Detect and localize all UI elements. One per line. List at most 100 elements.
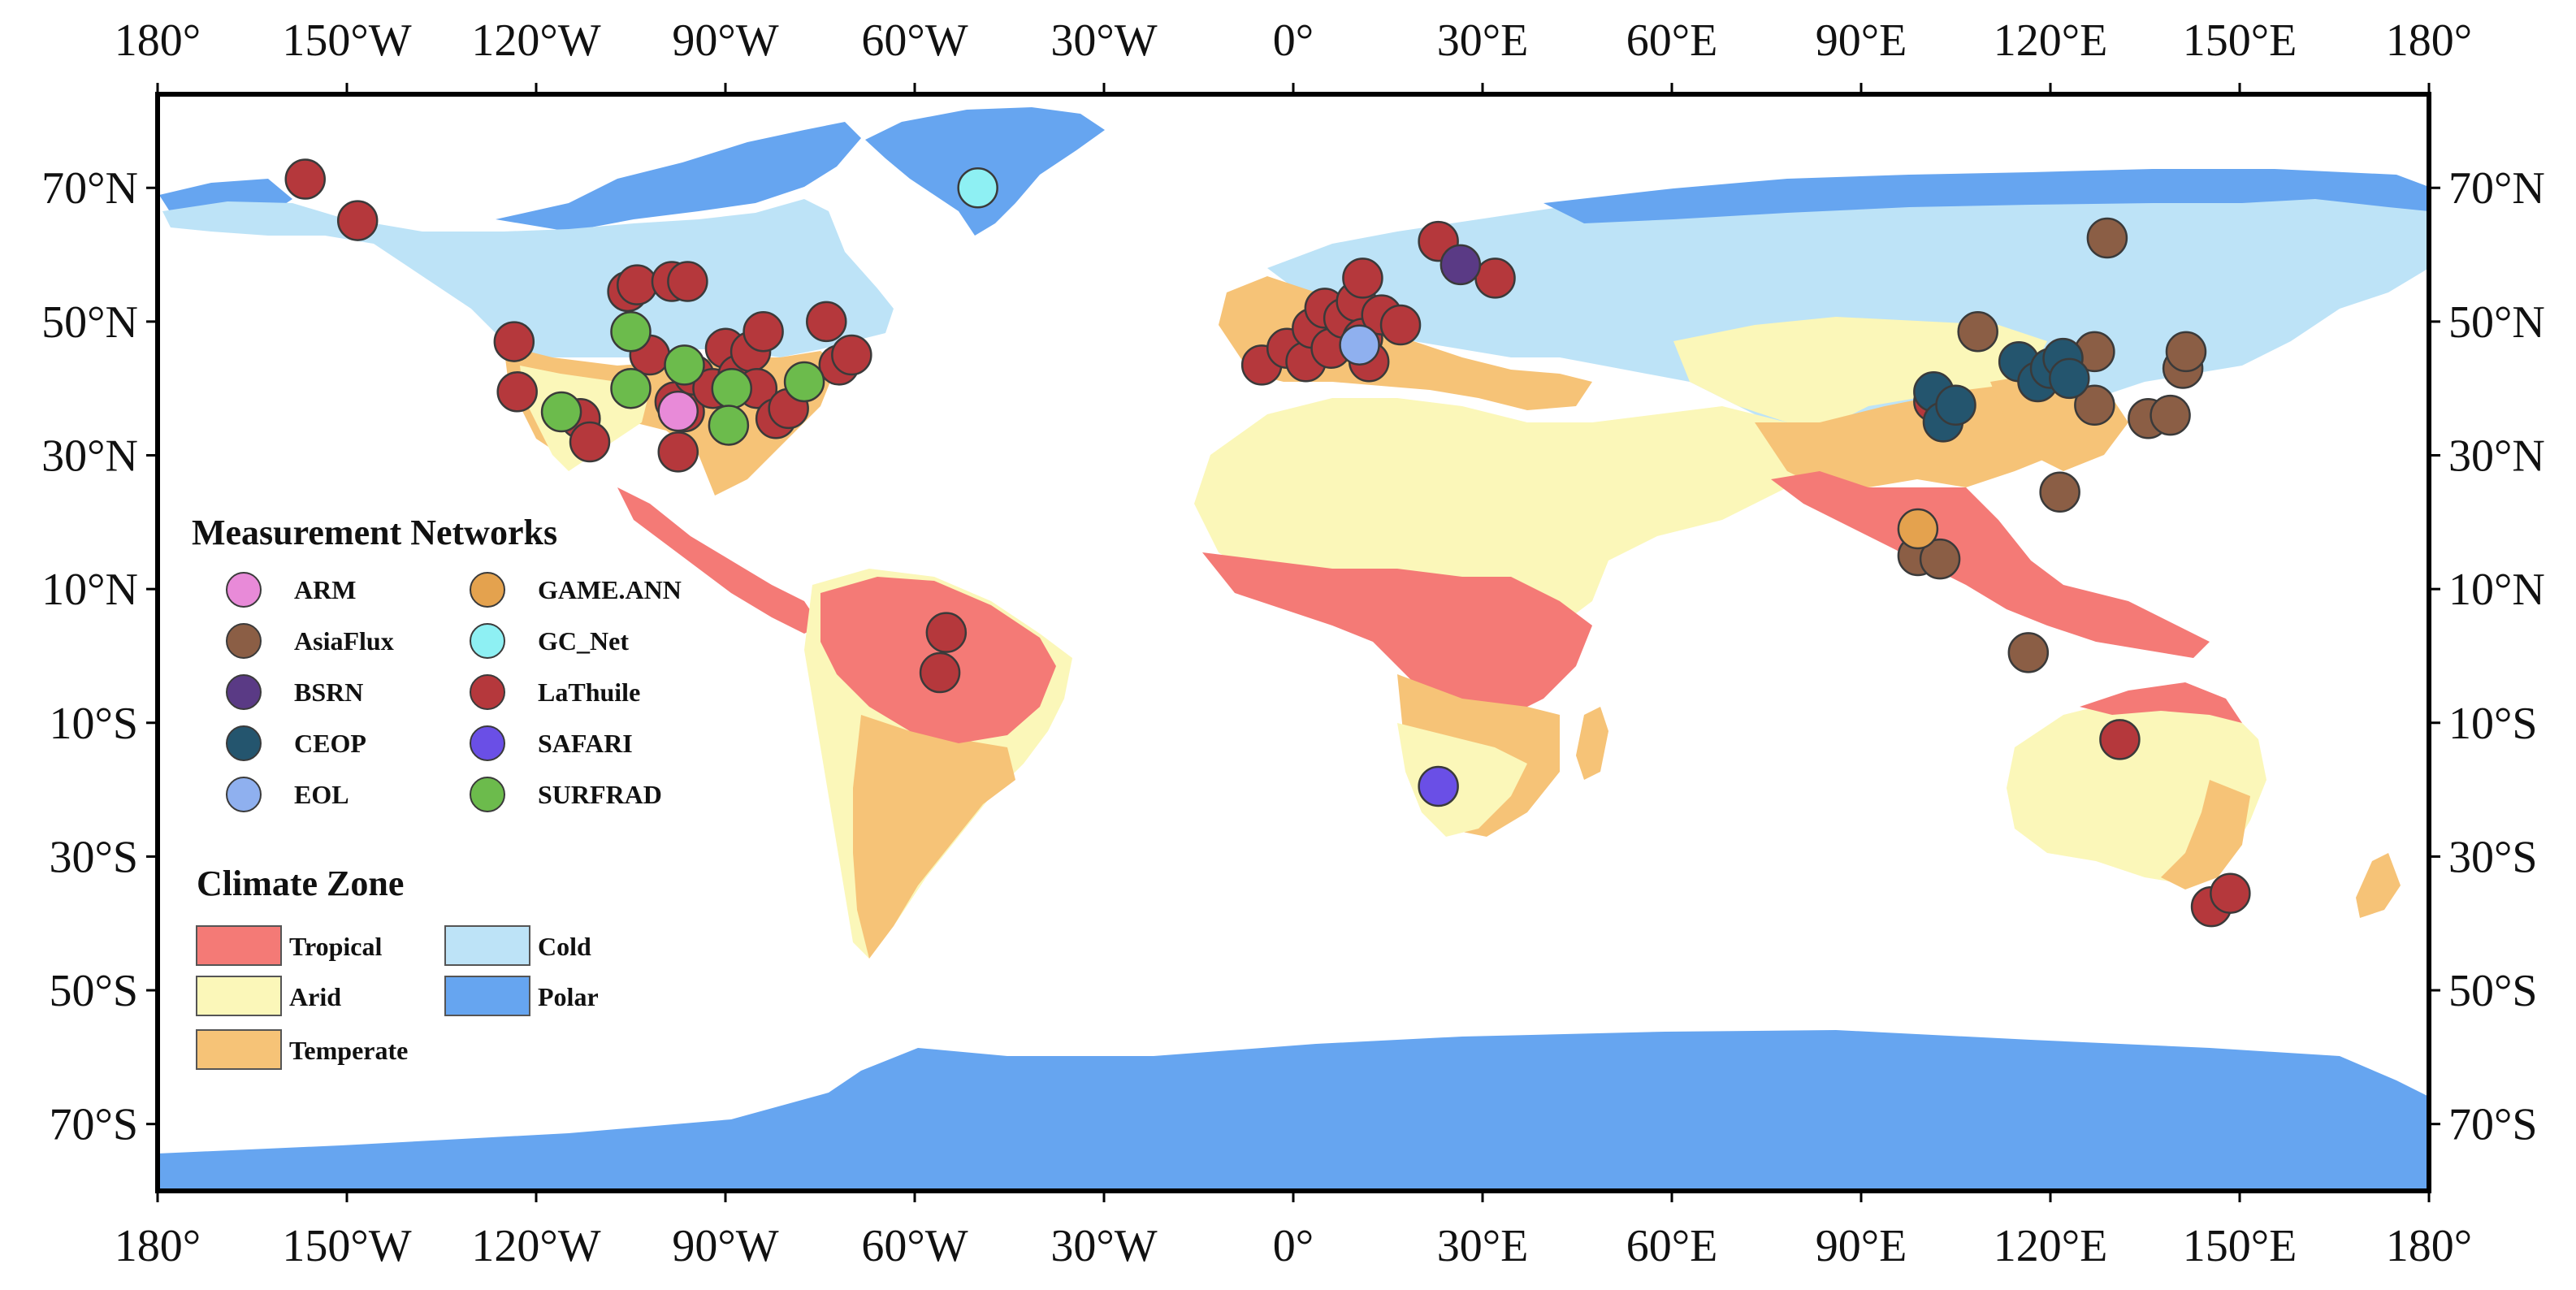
y-tick-label-right: 30°S (2448, 832, 2538, 882)
legend-network-swatch (226, 674, 262, 710)
legend-climate-swatch (196, 976, 282, 1016)
site-marker-asiaflux (2074, 384, 2115, 426)
africa-tropical (1202, 552, 1592, 715)
site-marker-lathuile (617, 264, 658, 305)
australia-tropical (2080, 682, 2242, 723)
legend-network-label: LaThuile (538, 677, 640, 707)
south-america-temperate (853, 715, 1015, 959)
south-africa-arid (1397, 723, 1527, 837)
legend-climate-title: Climate Zone (197, 864, 404, 903)
legend-network-label: EOL (294, 780, 349, 809)
site-marker-asiaflux (2165, 331, 2207, 373)
x-tick-label-bottom: 90°W (672, 1221, 778, 1271)
x-tick-label-bottom: 180° (2386, 1221, 2472, 1271)
legend-climate-label: Polar (538, 982, 599, 1011)
legend-climate-items: Tropical Arid Temperate Cold Polar (196, 925, 599, 1070)
x-tick-label-top: 150°W (282, 15, 411, 66)
y-tick-label-left: 10°N (41, 565, 138, 615)
x-tick-label-bottom: 60°E (1626, 1221, 1718, 1271)
site-marker-bsrn (1440, 244, 1482, 286)
site-marker-surfrad (610, 310, 652, 353)
legend-network-label: GAME.ANN (538, 575, 682, 604)
site-marker-asiaflux (1957, 310, 1998, 353)
legend-climate-swatch (196, 925, 282, 966)
eurasia-polar-north (1543, 169, 2429, 223)
legend-network-label: GC_Net (538, 626, 629, 656)
legend-network-swatch (470, 674, 505, 710)
legend-network-label: SURFRAD (538, 780, 662, 809)
legend-network-swatch (470, 572, 505, 608)
x-tick-label-top: 180° (2386, 15, 2472, 66)
legend-climate-label: Cold (538, 932, 591, 961)
eurasia-cold (1267, 175, 2429, 455)
x-tick-label-top: 90°W (672, 15, 778, 66)
site-marker-ceop (1935, 384, 1976, 426)
site-markers (284, 158, 2251, 928)
site-marker-arm (657, 390, 699, 432)
legend-network-swatch (226, 623, 262, 659)
y-tick-label-left: 10°S (49, 699, 138, 749)
legend-network-swatch (226, 572, 262, 608)
site-marker-lathuile (284, 158, 326, 200)
y-tick-label-left: 70°N (41, 163, 138, 214)
legend-network-swatch (226, 725, 262, 761)
x-tick-label-bottom: 120°W (471, 1221, 600, 1271)
x-tick-label-top: 120°E (1994, 15, 2108, 66)
x-tick-label-bottom: 0° (1273, 1221, 1314, 1271)
y-tick-label-right: 30°N (2448, 431, 2545, 482)
legend-network-label: SAFARI (538, 729, 633, 758)
site-marker-surfrad (610, 367, 652, 409)
site-marker-ceop (2049, 357, 2090, 400)
legend-climate-label: Temperate (289, 1036, 408, 1065)
site-marker-eol (1339, 324, 1380, 366)
site-marker-lathuile (667, 261, 708, 302)
legend-network-swatch (470, 623, 505, 659)
legend-networks: Measurement Networks ARM AsiaFlux BSRN CEOP… (192, 513, 682, 812)
legend-network-swatch (226, 777, 262, 812)
x-tick-label-bottom: 180° (115, 1221, 201, 1271)
y-tick-label-left: 30°S (49, 832, 138, 882)
x-tick-label-bottom: 30°W (1050, 1221, 1157, 1271)
madagascar (1576, 707, 1608, 780)
site-marker-asiaflux (1919, 538, 1961, 580)
canada-arctic-polar (496, 122, 861, 232)
site-marker-lathuile (569, 421, 611, 463)
x-tick-label-top: 120°W (471, 15, 600, 66)
y-tick-label-right: 10°S (2448, 699, 2538, 749)
x-tick-label-top: 60°W (861, 15, 968, 66)
legend-network-label: AsiaFlux (294, 626, 394, 656)
legend-network-label: ARM (294, 575, 356, 604)
site-marker-lathuile (919, 651, 961, 694)
y-tick-label-left: 30°N (41, 431, 138, 482)
site-marker-lathuile (1474, 258, 1516, 299)
site-marker-surfrad (783, 361, 825, 403)
site-marker-asiaflux (2039, 471, 2080, 513)
antarctica-polar (158, 1030, 2429, 1191)
site-marker-safari (1418, 765, 1459, 807)
y-tick-label-right: 50°N (2448, 297, 2545, 348)
site-marker-asiaflux (2086, 217, 2128, 259)
x-tick-label-top: 60°E (1626, 15, 1718, 66)
y-tick-label-right: 70°N (2448, 163, 2545, 214)
site-marker-lathuile (493, 321, 535, 362)
x-tick-label-bottom: 150°E (2183, 1221, 2297, 1271)
legend-climate: Climate Zone Tropical Arid Temperate Cold Po… (196, 864, 599, 1070)
site-marker-lathuile (2210, 872, 2251, 914)
site-marker-surfrad (540, 391, 582, 433)
x-tick-label-bottom: 90°E (1816, 1221, 1907, 1271)
site-marker-asiaflux (2150, 394, 2191, 436)
site-marker-gc-net (957, 167, 998, 209)
x-tick-label-top: 150°E (2183, 15, 2297, 66)
site-marker-lathuile (806, 301, 847, 343)
legend-climate-swatch (196, 1029, 282, 1070)
site-marker-lathuile (657, 431, 699, 473)
x-tick-label-bottom: 120°E (1994, 1221, 2108, 1271)
axis-ticks: 180° 180° 150°W 150°W 120°W 120°W 90°W 90°W 60°W… (41, 15, 2545, 1271)
x-tick-label-bottom: 60°W (861, 1221, 968, 1271)
legend-network-swatch (470, 777, 505, 812)
climate-zone-layer (158, 107, 2429, 1191)
site-marker-lathuile (1342, 258, 1383, 299)
x-tick-label-top: 180° (115, 15, 201, 66)
south-asia-temperate (1755, 382, 2063, 487)
